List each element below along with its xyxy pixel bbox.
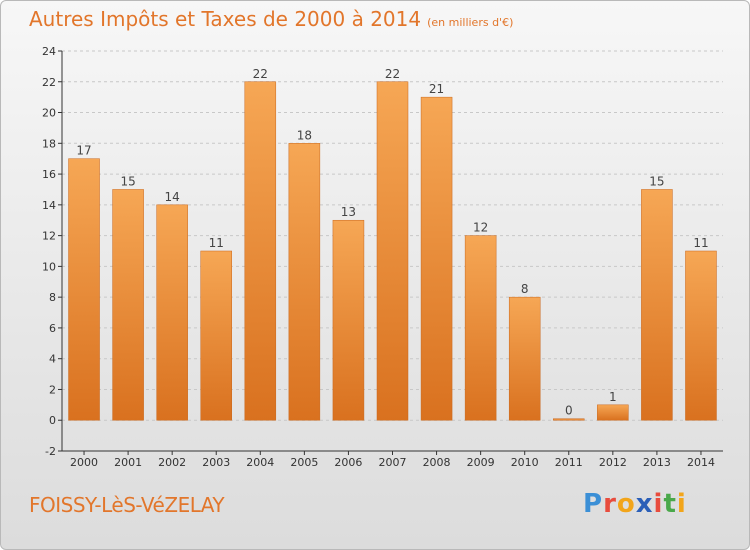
bar xyxy=(332,219,365,421)
y-tick-label: 24 xyxy=(42,45,56,58)
bar-value-label: 1 xyxy=(609,390,617,404)
logo-letter: r xyxy=(603,489,617,519)
chart-subtitle: (en milliers d'€) xyxy=(427,16,514,29)
logo-letter: t xyxy=(663,489,677,519)
x-tick-label: 2013 xyxy=(643,456,671,469)
bar xyxy=(244,81,277,421)
x-tick-label: 2007 xyxy=(379,456,407,469)
bar-value-label: 17 xyxy=(76,144,91,158)
bar-value-label: 11 xyxy=(693,236,708,250)
y-tick-label: 20 xyxy=(42,107,56,120)
x-tick-label: 2008 xyxy=(423,456,451,469)
bar-value-label: 22 xyxy=(385,67,400,81)
logo-letter: i xyxy=(676,489,687,519)
x-tick-label: 2014 xyxy=(687,456,715,469)
logo-letter: o xyxy=(616,489,636,519)
x-tick-label: 2009 xyxy=(467,456,495,469)
x-tick-label: 2004 xyxy=(246,456,274,469)
bar xyxy=(200,250,232,421)
x-tick-label: 2001 xyxy=(114,456,142,469)
bar xyxy=(641,189,673,421)
place-name: FOISSY-LèS-VéZELAY xyxy=(29,493,225,517)
bar xyxy=(68,158,100,421)
bar-value-label: 11 xyxy=(209,236,224,250)
bar xyxy=(464,235,497,421)
bar-value-label: 13 xyxy=(341,205,356,219)
bar xyxy=(553,418,585,421)
x-tick-label: 2006 xyxy=(334,456,362,469)
y-tick-label: 22 xyxy=(42,76,56,89)
x-tick-label: 2005 xyxy=(290,456,318,469)
bar-value-label: 0 xyxy=(565,404,573,418)
bar-value-label: 21 xyxy=(429,82,444,96)
chart-title: Autres Impôts et Taxes de 2000 à 2014 (en… xyxy=(29,7,513,31)
y-tick-label: -2 xyxy=(45,445,56,458)
bar xyxy=(376,81,409,421)
y-tick-label: 16 xyxy=(42,168,56,181)
bar xyxy=(112,189,144,421)
bar-value-label: 14 xyxy=(165,190,180,204)
x-tick-label: 2002 xyxy=(158,456,186,469)
bar-value-label: 15 xyxy=(649,174,664,188)
logo-letter: x xyxy=(635,489,654,519)
bar xyxy=(597,404,629,421)
bar xyxy=(508,296,541,421)
x-tick-label: 2003 xyxy=(202,456,230,469)
x-tick-label: 2012 xyxy=(599,456,627,469)
bar-value-label: 12 xyxy=(473,221,488,235)
proxiti-logo: Proxiti xyxy=(583,489,687,519)
y-tick-label: 8 xyxy=(49,291,56,304)
y-tick-label: 14 xyxy=(42,199,56,212)
x-tick-label: 2000 xyxy=(70,456,98,469)
y-tick-label: 6 xyxy=(49,322,56,335)
logo-letter: P xyxy=(583,489,604,519)
bar-value-label: 18 xyxy=(297,128,312,142)
bar-value-label: 8 xyxy=(521,282,529,296)
y-tick-label: 0 xyxy=(49,414,56,427)
bar xyxy=(156,204,188,421)
logo-letter: i xyxy=(653,489,664,519)
bar xyxy=(685,250,717,421)
y-tick-label: 12 xyxy=(42,230,56,243)
y-tick-label: 4 xyxy=(49,353,56,366)
chart-title-text: Autres Impôts et Taxes de 2000 à 2014 xyxy=(29,7,422,31)
bar xyxy=(420,96,453,421)
bar-value-label: 15 xyxy=(120,174,135,188)
y-tick-label: 10 xyxy=(42,260,56,273)
y-tick-label: 18 xyxy=(42,137,56,150)
bar-value-label: 22 xyxy=(253,67,268,81)
x-tick-label: 2010 xyxy=(511,456,539,469)
bar xyxy=(288,143,321,421)
y-tick-label: 2 xyxy=(49,383,56,396)
x-tick-label: 2011 xyxy=(555,456,583,469)
